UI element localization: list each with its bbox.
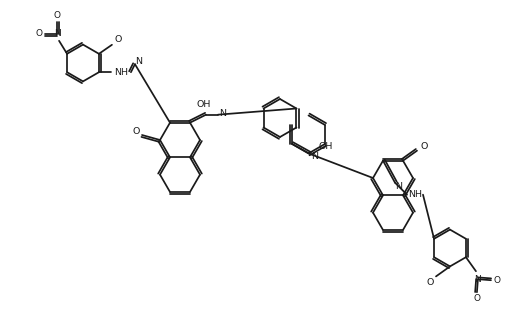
Text: O: O [114,35,122,44]
Text: O: O [132,127,140,136]
Text: N: N [312,153,319,162]
Text: OH: OH [319,143,333,152]
Text: O: O [426,278,434,287]
Text: O: O [36,29,42,38]
Text: N: N [395,182,403,191]
Text: N: N [54,29,61,38]
Text: O: O [473,294,481,303]
Text: O: O [420,142,428,151]
Text: O: O [493,276,501,285]
Text: NH: NH [114,68,128,77]
Text: N: N [474,275,481,284]
Text: NH: NH [408,190,422,199]
Text: O: O [53,11,61,20]
Text: OH: OH [197,100,211,109]
Text: N: N [135,57,142,66]
Text: N: N [220,109,226,118]
